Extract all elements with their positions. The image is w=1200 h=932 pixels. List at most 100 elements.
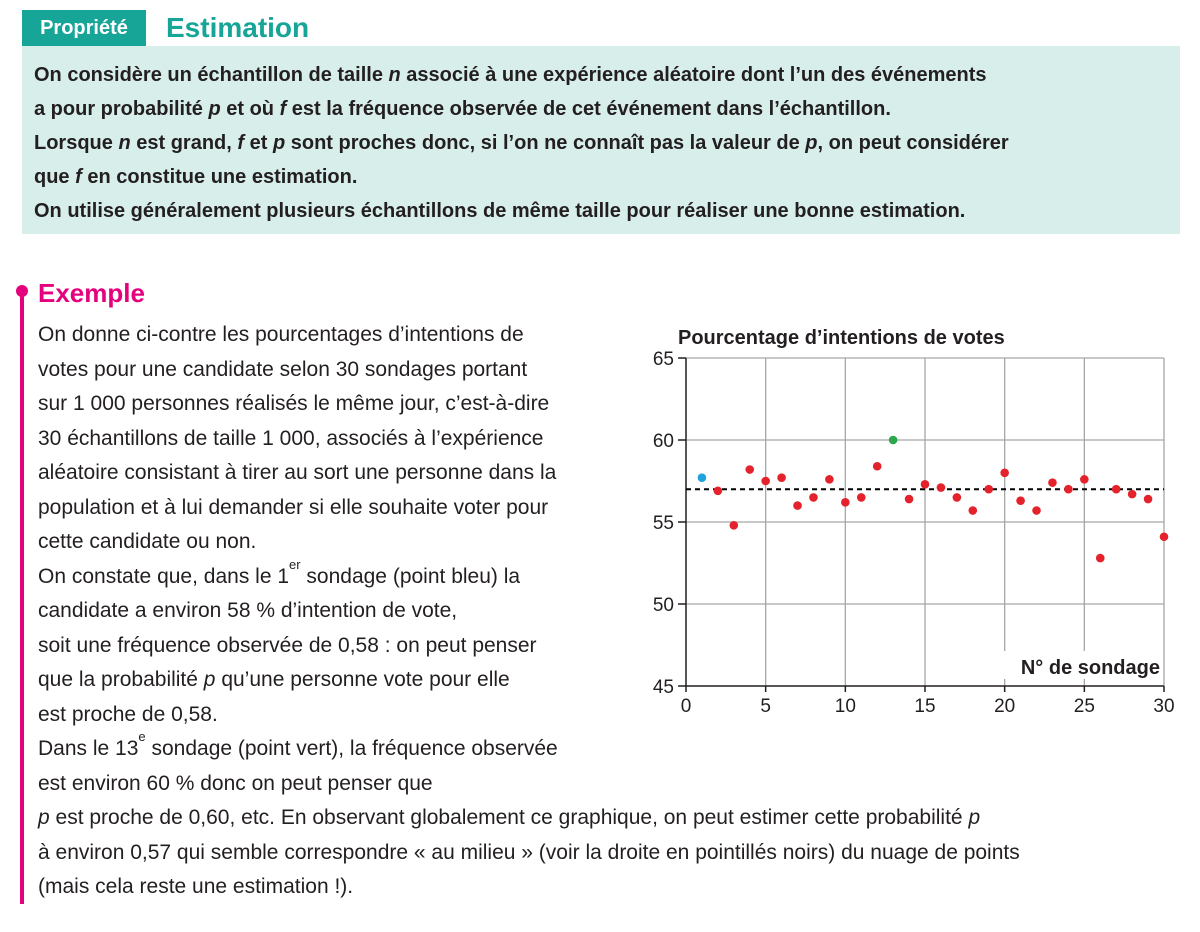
text-line: que f en constitue une estimation. [34, 160, 1166, 194]
text-run: On considère un échantillon de taille [34, 64, 389, 86]
math-variable: p [805, 132, 818, 154]
data-point [1127, 489, 1137, 499]
math-variable: f [279, 98, 287, 120]
text-run: que [34, 166, 76, 188]
ordinal-suffix: e [138, 729, 146, 744]
text-run: (mais cela reste une estimation !). [38, 875, 354, 898]
data-point [1000, 468, 1009, 478]
data-point [1016, 496, 1025, 505]
x-tick-label: 10 [835, 696, 856, 717]
text-run: et [244, 132, 273, 154]
example-marker-bar [20, 291, 24, 904]
y-tick-label: 65 [653, 349, 674, 370]
data-point [1095, 553, 1105, 563]
math-variable: p [208, 98, 221, 120]
text-run: est proche de 0,60, etc. En observant gl… [49, 806, 969, 829]
data-point [968, 506, 978, 515]
chart-title: Pourcentage d’intentions de votes [678, 327, 1005, 349]
text-line: Dans le 13e sondage (point vert), la fré… [38, 729, 638, 767]
text-line: 30 échantillons de taille 1 000, associé… [38, 422, 638, 457]
text-run: qu’une personne vote pour elle [215, 668, 510, 691]
data-point [1048, 478, 1057, 487]
math-variable: n [388, 64, 401, 86]
text-line: Lorsque n est grand, f et p sont proches… [34, 126, 1166, 160]
example-text-continued: p est proche de 0,60, etc. En observant … [38, 801, 1188, 905]
text-run: aléatoire consistant à tirer au sort une… [38, 461, 557, 484]
math-variable: p [968, 806, 981, 829]
example-title: Exemple [38, 278, 145, 308]
text-run: population et à lui demander si elle sou… [38, 495, 549, 519]
text-run: votes pour une candidate selon 30 sondag… [38, 357, 528, 381]
data-point [713, 486, 723, 496]
text-line: a pour probabilité p et où f est la fréq… [34, 92, 1166, 126]
text-line: aléatoire consistant à tirer au sort une… [38, 456, 638, 491]
text-line: est environ 60 % donc on peut penser que [38, 767, 638, 802]
x-tick-label: 30 [1153, 696, 1174, 717]
text-run: On utilise généralement plusieurs échant… [34, 200, 966, 222]
data-point [856, 493, 866, 502]
text-run: Lorsque [34, 132, 119, 154]
text-line: votes pour une candidate selon 30 sondag… [38, 353, 638, 388]
text-line: p est proche de 0,60, etc. En observant … [38, 801, 1188, 836]
y-tick-label: 55 [653, 513, 674, 534]
x-tick-label: 15 [914, 696, 935, 717]
text-run: associé à une expérience aléatoire dont … [400, 64, 987, 86]
text-run: soit une fréquence observée de 0,58 : on… [38, 633, 537, 657]
data-point [872, 461, 882, 471]
text-run: sondage (point vert), la fréquence obser… [145, 737, 558, 760]
data-point [1080, 475, 1089, 484]
text-run: , on peut considérer [817, 132, 1009, 154]
x-axis-label: N° de sondage [1021, 657, 1160, 679]
data-point [1032, 506, 1041, 515]
data-point [793, 501, 802, 510]
text-run: On donne ci-contre les pourcentages d’in… [38, 323, 524, 346]
text-run: sur 1 000 personnes réalisés le même jou… [38, 392, 550, 415]
data-point [920, 479, 930, 489]
text-run: et où [220, 98, 280, 120]
text-line: On considère un échantillon de taille n … [34, 58, 1166, 92]
text-run: candidate a environ 58 % d’intention de … [38, 599, 458, 622]
text-line: cette candidate ou non. [38, 525, 638, 560]
data-point [1143, 494, 1153, 504]
data-point [1159, 532, 1169, 542]
data-point [729, 520, 739, 530]
data-point [745, 465, 755, 474]
y-tick-label: 45 [653, 677, 674, 698]
data-point-first [697, 473, 707, 483]
text-line: soit une fréquence observée de 0,58 : on… [38, 629, 638, 664]
y-tick-label: 50 [653, 595, 674, 616]
property-tag: Propriété [22, 10, 146, 46]
text-run: est environ 60 % donc on peut penser que [38, 771, 433, 795]
ordinal-suffix: er [289, 556, 301, 572]
text-line: On constate que, dans le 1er sondage (po… [38, 556, 638, 595]
data-point [904, 494, 914, 504]
text-line: à environ 0,57 qui semble correspondre «… [38, 836, 1188, 871]
math-variable: p [203, 668, 216, 691]
x-tick-label: 20 [994, 696, 1015, 717]
votes-scatter-chart: 45 50 55 60 65 0 5 10 15 20 25 30 Pourcentage d’inte… [653, 327, 1175, 717]
math-variable: f [75, 166, 82, 188]
data-point [761, 476, 770, 486]
data-point [952, 493, 962, 502]
y-tick-label: 60 [653, 431, 674, 452]
data-point-thirteenth [888, 435, 898, 445]
text-run: On constate que, dans le 1 [38, 564, 290, 588]
text-line: sur 1 000 personnes réalisés le même jou… [38, 387, 638, 422]
text-run: que la probabilité [38, 668, 204, 691]
data-point [841, 498, 850, 507]
text-run: est proche de 0,58. [38, 702, 218, 726]
data-point [1064, 484, 1073, 494]
text-run: 30 échantillons de taille 1 000, associé… [38, 426, 544, 450]
text-line: On donne ci-contre les pourcentages d’in… [38, 318, 638, 353]
text-run: sondage (point bleu) la [300, 564, 521, 588]
data-point [984, 484, 994, 494]
x-axis-label-background [1004, 651, 1162, 679]
property-box: On considère un échantillon de taille n … [22, 46, 1180, 234]
example-text: On donne ci-contre les pourcentages d’in… [38, 318, 638, 801]
text-line: On utilise généralement plusieurs échant… [34, 194, 1166, 228]
math-variable: n [118, 132, 131, 154]
property-title: Estimation [166, 12, 310, 43]
text-line: candidate a environ 58 % d’intention de … [38, 594, 638, 629]
text-line: population et à lui demander si elle sou… [38, 491, 638, 526]
text-run: a pour probabilité [34, 98, 209, 120]
